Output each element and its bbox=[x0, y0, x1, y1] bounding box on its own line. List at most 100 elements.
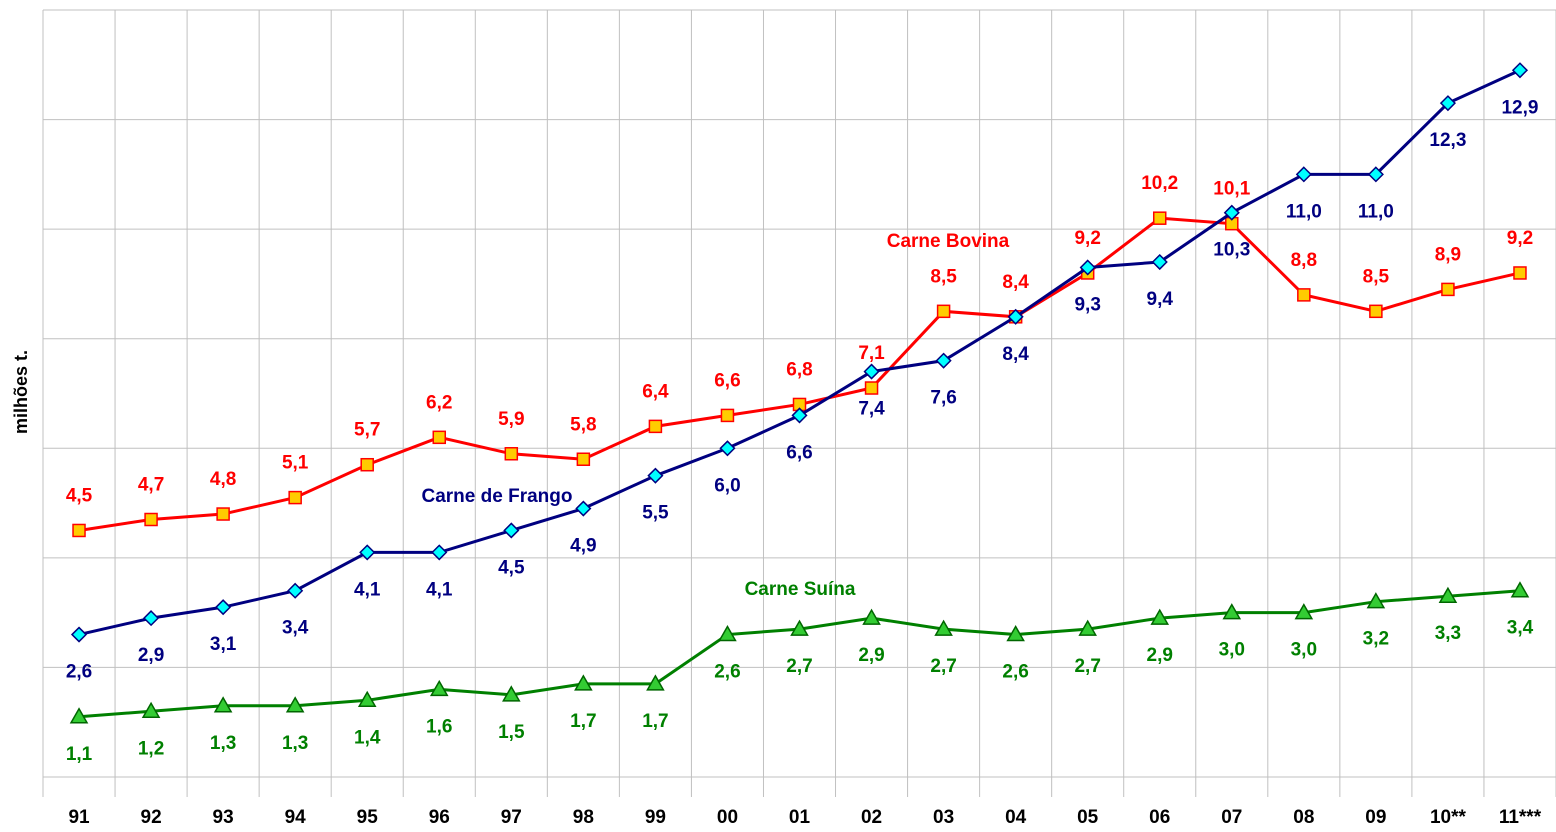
marker bbox=[719, 440, 736, 457]
data-label: 2,6 bbox=[714, 662, 740, 683]
x-tick-label: 93 bbox=[213, 807, 234, 828]
data-label: 1,4 bbox=[354, 727, 381, 748]
marker bbox=[576, 452, 591, 466]
x-tick-label: 92 bbox=[141, 807, 162, 828]
series-line bbox=[78, 68, 1521, 637]
marker bbox=[72, 523, 86, 538]
data-label: 8,5 bbox=[1363, 266, 1390, 287]
x-tick-label: 04 bbox=[1005, 807, 1027, 828]
series-label: Carne de Frango bbox=[422, 486, 573, 507]
data-label: 5,1 bbox=[282, 453, 309, 474]
marker bbox=[1078, 619, 1097, 636]
data-label: 5,5 bbox=[642, 503, 669, 524]
x-tick-label: 99 bbox=[645, 807, 666, 828]
marker bbox=[1295, 166, 1312, 183]
data-label: 11,0 bbox=[1286, 201, 1322, 222]
marker bbox=[1366, 592, 1386, 609]
marker bbox=[648, 419, 663, 434]
marker bbox=[360, 457, 374, 472]
marker bbox=[285, 696, 305, 713]
marker bbox=[503, 522, 520, 539]
marker bbox=[1294, 603, 1314, 620]
data-label: 9,4 bbox=[1147, 289, 1174, 310]
marker bbox=[144, 512, 158, 527]
data-label: 12,9 bbox=[1501, 97, 1538, 118]
data-label: 3,0 bbox=[1291, 640, 1317, 661]
data-label: 1,6 bbox=[426, 716, 452, 737]
data-label: 6,6 bbox=[714, 370, 740, 391]
marker bbox=[862, 608, 881, 625]
data-label: 9,3 bbox=[1074, 295, 1100, 316]
series-label: Carne Suína bbox=[745, 579, 856, 600]
marker bbox=[1150, 608, 1170, 625]
y-axis-label: milhões t. bbox=[11, 350, 31, 434]
data-label: 8,5 bbox=[930, 266, 957, 287]
data-label: 1,5 bbox=[498, 722, 525, 743]
marker bbox=[1369, 304, 1383, 319]
data-label: 8,4 bbox=[1002, 272, 1029, 293]
x-tick-label: 09 bbox=[1365, 807, 1386, 828]
marker bbox=[935, 352, 952, 369]
data-label: 2,7 bbox=[930, 656, 956, 677]
x-tick-label: 02 bbox=[861, 807, 882, 828]
marker bbox=[863, 363, 880, 380]
marker bbox=[69, 707, 89, 724]
marker bbox=[936, 304, 951, 319]
data-label: 4,5 bbox=[66, 485, 93, 506]
marker bbox=[647, 467, 664, 484]
marker bbox=[1513, 266, 1527, 280]
marker bbox=[1152, 211, 1167, 225]
marker bbox=[502, 685, 521, 702]
data-label: 4,1 bbox=[426, 579, 453, 600]
x-tick-label: 94 bbox=[285, 807, 307, 828]
marker bbox=[213, 696, 233, 713]
data-label: 1,3 bbox=[282, 733, 308, 754]
data-label: 8,4 bbox=[1002, 344, 1029, 365]
data-label: 8,9 bbox=[1435, 244, 1461, 265]
x-tick-label: 07 bbox=[1221, 807, 1242, 828]
data-label: 3,3 bbox=[1435, 623, 1461, 644]
marker bbox=[1438, 586, 1458, 603]
marker bbox=[432, 430, 447, 445]
x-tick-label: 96 bbox=[429, 807, 450, 828]
data-label: 4,8 bbox=[210, 469, 236, 490]
data-label: 2,6 bbox=[1002, 662, 1028, 683]
data-label: 6,4 bbox=[642, 381, 669, 402]
data-label: 1,1 bbox=[66, 744, 93, 765]
marker bbox=[646, 674, 665, 691]
data-label: 9,2 bbox=[1074, 228, 1100, 249]
marker bbox=[1006, 625, 1025, 642]
marker bbox=[1222, 603, 1242, 620]
marker bbox=[1367, 166, 1384, 183]
data-label: 2,9 bbox=[858, 645, 884, 666]
marker bbox=[720, 408, 735, 423]
marker bbox=[1510, 581, 1530, 598]
marker bbox=[864, 381, 879, 395]
marker bbox=[1511, 62, 1529, 79]
data-label: 4,9 bbox=[570, 536, 596, 557]
data-label: 4,1 bbox=[354, 579, 381, 600]
marker bbox=[1079, 259, 1096, 276]
x-tick-label: 97 bbox=[501, 807, 522, 828]
marker bbox=[215, 599, 232, 616]
data-label: 5,8 bbox=[570, 414, 596, 435]
data-label: 5,9 bbox=[498, 409, 524, 430]
data-label: 3,1 bbox=[210, 634, 237, 655]
data-label: 6,8 bbox=[786, 359, 812, 380]
data-label: 5,7 bbox=[354, 420, 380, 441]
data-label: 7,1 bbox=[858, 343, 885, 364]
data-label: 7,6 bbox=[930, 388, 956, 409]
x-tick-label: 10** bbox=[1430, 807, 1467, 828]
x-tick-label: 98 bbox=[573, 807, 594, 828]
data-label: 1,7 bbox=[642, 711, 668, 732]
marker bbox=[359, 544, 376, 561]
data-label: 3,4 bbox=[282, 618, 309, 639]
marker bbox=[1223, 204, 1240, 221]
x-tick-label: 95 bbox=[357, 807, 379, 828]
data-label: 3,0 bbox=[1219, 640, 1245, 661]
data-label: 7,4 bbox=[858, 399, 885, 420]
marker bbox=[1441, 282, 1455, 297]
x-tick-label: 01 bbox=[789, 807, 811, 828]
data-label: 2,9 bbox=[138, 645, 164, 666]
